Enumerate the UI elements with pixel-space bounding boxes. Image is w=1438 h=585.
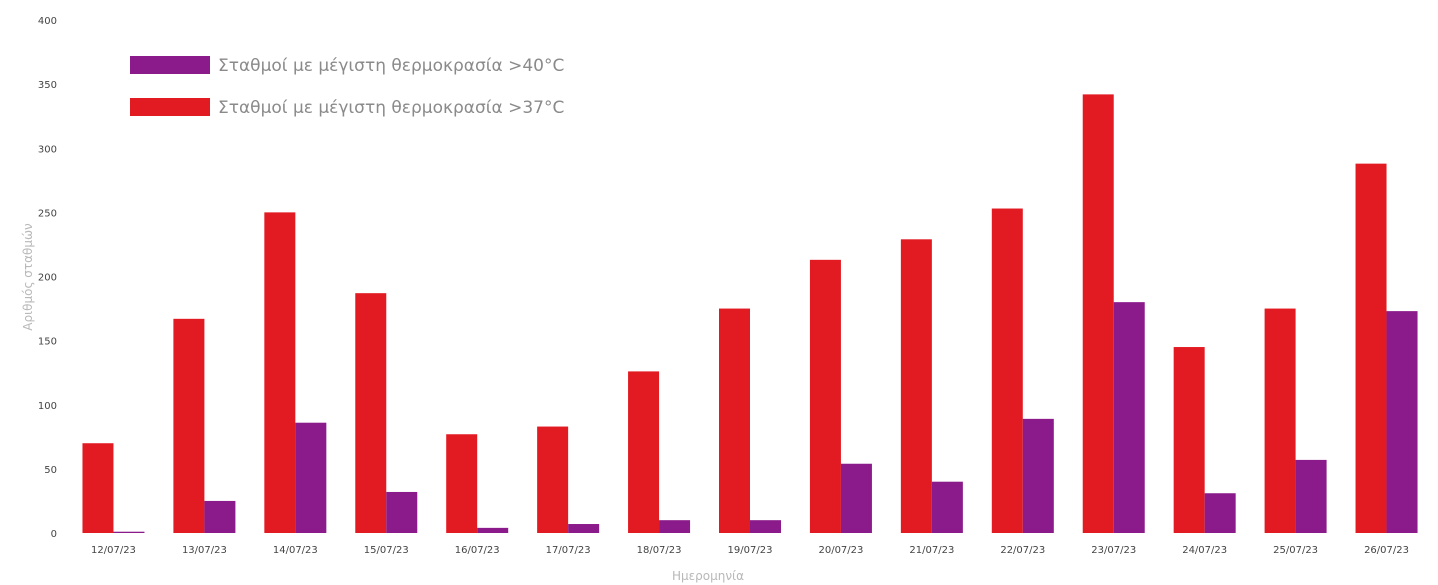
bar-above-40	[204, 500, 236, 533]
x-axis: 12/07/23 13/07/23 14/07/23 15/07/23 16/07/23…	[91, 545, 1409, 556]
bar-above-37	[537, 426, 569, 533]
bar-above-37	[628, 371, 660, 533]
x-tick-label: 24/07/23	[1182, 545, 1227, 556]
x-tick-label: 13/07/23	[182, 545, 227, 556]
x-axis-title: Ημερομηνία	[672, 569, 744, 583]
y-tick-label: 50	[44, 465, 57, 476]
bar-above-40	[1386, 311, 1418, 533]
x-tick-label: 12/07/23	[91, 545, 136, 556]
bar-above-37	[719, 308, 750, 533]
bar-above-37	[1355, 163, 1387, 533]
bar-above-40	[659, 520, 691, 533]
y-axis-title: Αριθμός σταθμών	[21, 223, 35, 331]
y-tick-label: 200	[38, 273, 57, 284]
x-tick-label: 19/07/23	[728, 545, 773, 556]
bar-above-37	[809, 259, 841, 533]
x-tick-label: 20/07/23	[818, 545, 863, 556]
legend-label-37: Σταθμοί με μέγιστη θερμοκρασία >37°C	[218, 98, 564, 118]
bar-above-40	[840, 463, 872, 533]
bar-above-40	[568, 524, 600, 533]
bar-above-37	[446, 434, 478, 533]
bar-above-40	[1113, 302, 1145, 533]
x-tick-label: 17/07/23	[546, 545, 591, 556]
bar-above-37	[355, 293, 387, 533]
bars	[82, 94, 1418, 533]
x-tick-label: 22/07/23	[1000, 545, 1045, 556]
bar-above-40	[1022, 418, 1054, 533]
x-tick-label: 21/07/23	[909, 545, 954, 556]
legend-label-40: Σταθμοί με μέγιστη θερμοκρασία >40°C	[218, 56, 564, 76]
y-tick-label: 0	[51, 529, 57, 540]
y-tick-label: 400	[38, 16, 57, 27]
legend-swatch-37	[130, 98, 210, 116]
bar-above-37	[900, 239, 932, 533]
legend: Σταθμοί με μέγιστη θερμοκρασία >40°C Στα…	[130, 56, 564, 118]
bar-above-37	[82, 443, 114, 533]
bar-above-37	[264, 212, 296, 533]
y-tick-label: 350	[38, 80, 57, 91]
bar-above-37	[991, 208, 1023, 533]
y-axis: 0 50 100 150 200 250 300 350 400	[38, 16, 57, 540]
bar-above-40	[1295, 459, 1327, 533]
x-tick-label: 16/07/23	[455, 545, 500, 556]
bar-above-37	[1264, 308, 1296, 533]
bar-above-40	[386, 491, 418, 533]
x-tick-label: 26/07/23	[1364, 545, 1409, 556]
bar-above-40	[931, 481, 963, 533]
x-tick-label: 23/07/23	[1091, 545, 1136, 556]
y-tick-label: 300	[38, 144, 57, 155]
bar-above-37	[1173, 347, 1205, 533]
x-tick-label: 14/07/23	[273, 545, 318, 556]
bar-above-37	[1082, 94, 1114, 533]
y-tick-label: 150	[38, 337, 57, 348]
legend-swatch-40	[130, 56, 210, 74]
y-tick-label: 100	[38, 401, 57, 412]
bar-above-40	[295, 422, 327, 533]
x-tick-label: 25/07/23	[1273, 545, 1318, 556]
x-tick-label: 15/07/23	[364, 545, 409, 556]
bar-above-37	[173, 318, 205, 533]
bar-above-40	[477, 527, 509, 533]
bar-above-40	[750, 520, 781, 533]
bar-above-40	[1204, 493, 1236, 533]
x-tick-label: 18/07/23	[637, 545, 682, 556]
y-tick-label: 250	[38, 208, 57, 219]
bar-above-40	[113, 531, 145, 533]
